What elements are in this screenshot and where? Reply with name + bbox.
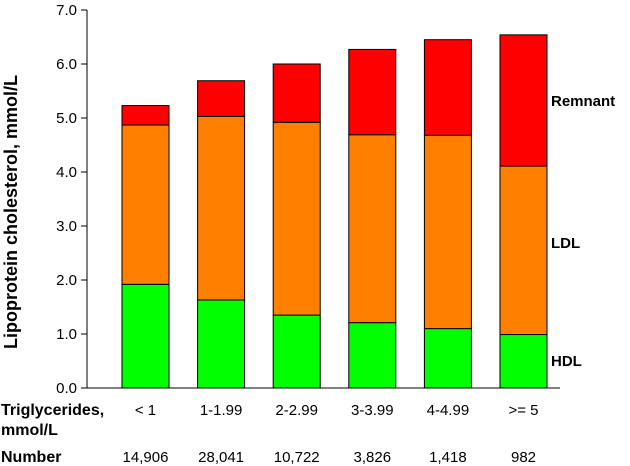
bars <box>121 34 548 389</box>
number-value: 28,041 <box>198 449 244 466</box>
bar-remnant-segment <box>423 39 472 136</box>
series-label-ldl: LDL <box>551 235 580 252</box>
series-labels: HDL LDL Remnant <box>551 93 615 370</box>
y-tick-label: 2.0 <box>56 272 77 289</box>
bar-remnant-segment <box>348 48 397 136</box>
bar-hdl-segment <box>499 334 548 389</box>
number-label: Number <box>1 449 61 466</box>
bar-ldl-segment <box>348 134 397 324</box>
y-tick-label: 6.0 <box>56 56 77 73</box>
triglycerides-label-line2: mmol/L <box>1 422 58 439</box>
x-category-label: 4-4.99 <box>427 402 470 419</box>
number-value: 3,826 <box>354 449 392 466</box>
number-value: 10,722 <box>274 449 320 466</box>
bar-remnant-segment <box>121 105 170 126</box>
number-value: 982 <box>511 449 536 466</box>
bar-ldl-segment <box>423 134 472 330</box>
bar-ldl-segment <box>197 115 246 301</box>
y-tick-label: 4.0 <box>56 164 77 181</box>
y-tick-label: 3.0 <box>56 218 77 235</box>
bar-hdl-segment <box>348 322 397 389</box>
bar-ldl-segment <box>121 124 170 285</box>
bar-hdl-segment <box>121 283 170 389</box>
series-label-hdl: HDL <box>551 353 582 370</box>
x-category-label: 3-3.99 <box>351 402 394 419</box>
y-tick-label: 5.0 <box>56 110 77 127</box>
bar-hdl-segment <box>423 328 472 389</box>
bar-remnant-segment <box>197 80 246 117</box>
bar-ldl-segment <box>499 165 548 336</box>
bar-ldl-segment <box>272 121 321 316</box>
bar-hdl-segment <box>272 314 321 389</box>
x-category-labels: < 1 1-1.99 2-2.99 3-3.99 4-4.99 >= 5 <box>135 402 539 419</box>
x-category-label: 1-1.99 <box>200 402 243 419</box>
number-values: 14,906 28,041 10,722 3,826 1,418 982 <box>123 449 536 466</box>
y-tick-label: 7.0 <box>56 2 77 19</box>
x-category-label: 2-2.99 <box>275 402 318 419</box>
number-value: 14,906 <box>123 449 169 466</box>
series-label-remnant: Remnant <box>551 93 615 110</box>
bar-remnant-segment <box>272 63 321 123</box>
x-category-label: >= 5 <box>508 402 538 419</box>
number-value: 1,418 <box>429 449 467 466</box>
axis-lines <box>86 10 560 389</box>
y-tick-label: 0.0 <box>56 380 77 397</box>
bar-remnant-segment <box>499 34 548 167</box>
y-tick-label: 1.0 <box>56 326 77 343</box>
x-category-label: < 1 <box>135 402 156 419</box>
triglycerides-label-line1: Triglycerides, <box>1 402 104 419</box>
bar-hdl-segment <box>197 299 246 389</box>
y-axis: 0.0 1.0 2.0 3.0 4.0 5.0 6.0 7.0 <box>56 2 87 397</box>
y-axis-title: Lipoprotein cholesterol, mmol/L <box>1 75 21 349</box>
